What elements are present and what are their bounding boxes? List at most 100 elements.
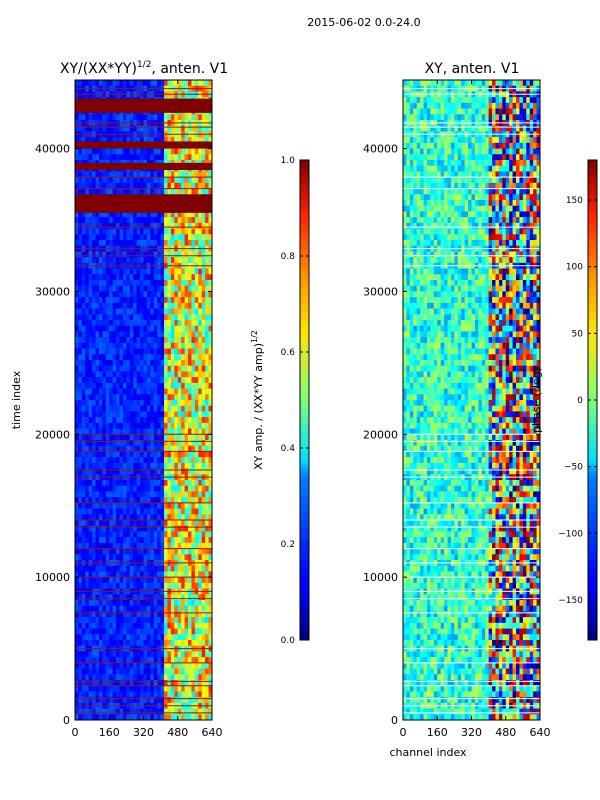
amp-cell [116, 525, 120, 532]
amp-cell [208, 251, 213, 258]
amp-cell [133, 325, 137, 332]
amp-cell [177, 302, 182, 309]
amp-cell [136, 531, 141, 538]
amp-cell [181, 548, 185, 555]
amp-cell [109, 651, 113, 658]
amp-cell [92, 582, 96, 589]
amp-cell [198, 411, 203, 418]
amp-cell [170, 714, 175, 721]
amp-cell [122, 531, 127, 538]
phase-cell [478, 114, 483, 121]
amp-cell [198, 542, 203, 549]
amp-cell [191, 491, 196, 498]
amp-cell [194, 542, 199, 549]
amp-cell [201, 400, 206, 407]
amp-cell [98, 314, 103, 321]
amp-cell [126, 622, 131, 629]
amp-cell [205, 605, 209, 612]
amp-cell [109, 417, 113, 424]
amp-cell [177, 388, 182, 395]
amp-cell [88, 462, 93, 469]
amp-cell [112, 548, 117, 555]
phase-cell [516, 114, 520, 121]
amp-cell [126, 280, 131, 287]
amp-cell [181, 314, 185, 321]
amp-cell [116, 382, 120, 389]
amp-cell [122, 217, 127, 224]
amp-cell [170, 80, 175, 87]
amp-cell [170, 337, 175, 344]
amp-cell [78, 628, 83, 635]
amp-cell [146, 331, 151, 338]
amp-cell [85, 365, 89, 372]
amp-cell [160, 582, 165, 589]
amp-cell [191, 320, 196, 327]
amp-cell [126, 611, 131, 618]
amp-cell [129, 611, 134, 618]
amp-cell [136, 428, 141, 435]
amp-cell [122, 251, 127, 258]
amp-cell [81, 657, 86, 664]
amp-cell [164, 668, 168, 675]
amp-cell [174, 520, 179, 527]
amp-cell [167, 360, 172, 367]
amp-cell [136, 508, 141, 515]
amp-cell [181, 468, 185, 475]
amp-cell [78, 622, 83, 629]
amp-cell [184, 268, 189, 275]
amp-cell [78, 714, 83, 721]
amp-cell [150, 422, 155, 429]
amp-cell [181, 594, 185, 601]
amp-cell [116, 302, 120, 309]
amp-cell [177, 662, 182, 669]
amp-cell [205, 491, 209, 498]
amp-cell [164, 411, 168, 418]
amp-cell [119, 388, 124, 395]
amp-cell [170, 188, 175, 195]
amp-cell [153, 691, 158, 698]
amp-cell [164, 268, 168, 275]
amp-cell [105, 137, 110, 144]
amp-cell [122, 508, 127, 515]
amp-cell [164, 554, 168, 561]
amp-cell [153, 251, 158, 258]
amp-cell [188, 274, 192, 281]
amp-cell [105, 582, 110, 589]
amp-cell [160, 280, 165, 287]
amp-cell [78, 211, 83, 218]
amp-cell [153, 280, 158, 287]
amp-cell [116, 697, 120, 704]
amp-cell [78, 657, 83, 664]
amp-cell [136, 80, 141, 87]
amp-cell [188, 657, 192, 664]
amp-cell [146, 308, 151, 315]
amp-cell [208, 314, 213, 321]
amp-cell [78, 268, 83, 275]
amp-cell [126, 491, 131, 498]
amp-cell [174, 440, 179, 447]
amp-cell [133, 491, 137, 498]
amp-cell [140, 611, 144, 618]
amp-cell [188, 531, 192, 538]
amp-cell [150, 668, 155, 675]
amp-cell [81, 714, 86, 721]
amp-cell [160, 480, 165, 487]
phase-cell [519, 114, 524, 121]
amp-cell [146, 240, 151, 247]
amp-cell [85, 440, 89, 447]
amp-cell [143, 508, 148, 515]
amp-cell [164, 405, 168, 412]
amp-cell [92, 571, 96, 578]
amp-cell [164, 188, 168, 195]
amp-cell [85, 268, 89, 275]
amp-cell [122, 480, 127, 487]
amp-cell [129, 571, 134, 578]
amp-cell [170, 697, 175, 704]
amp-cell [85, 188, 89, 195]
amp-cell [205, 171, 209, 178]
amp-cell [122, 280, 127, 287]
amp-cell [208, 497, 213, 504]
amp-cell [201, 434, 206, 441]
amp-cell [78, 251, 83, 258]
amp-cell [170, 234, 175, 241]
